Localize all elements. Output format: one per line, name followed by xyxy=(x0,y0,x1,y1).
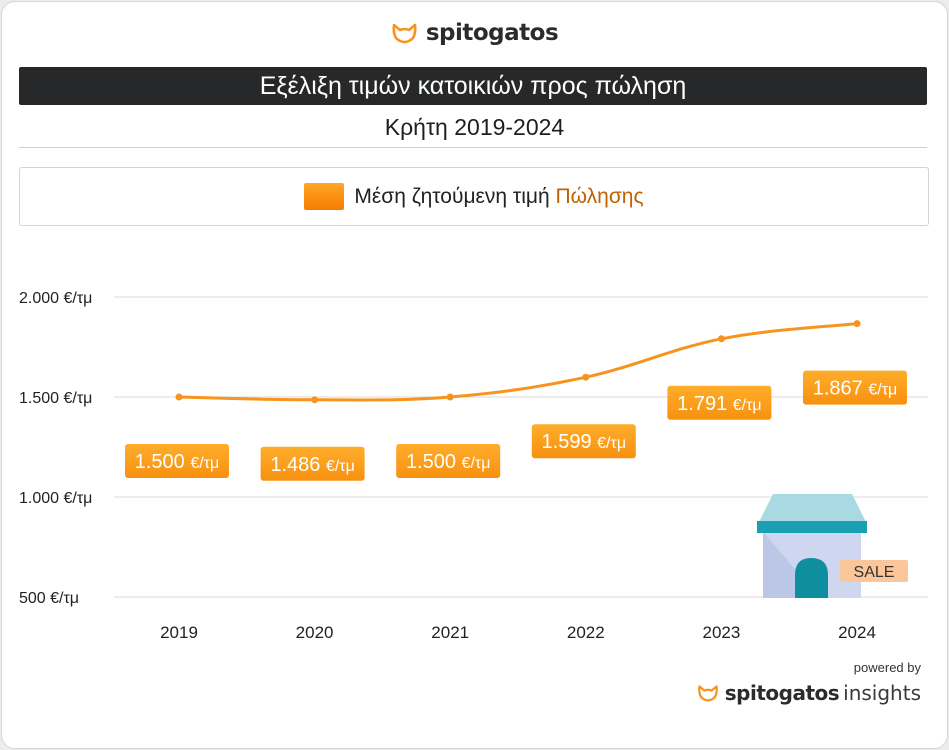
powered-by: powered by xyxy=(853,660,921,675)
house-eave xyxy=(757,521,867,533)
data-label-text: 1.486 €/τμ xyxy=(270,454,355,476)
data-point xyxy=(582,373,590,381)
data-label-text: 1.599 €/τμ xyxy=(542,431,627,453)
y-tick-label: 1.000 €/τμ xyxy=(19,490,92,507)
y-tick-label: 2.000 €/τμ xyxy=(19,290,92,307)
data-label-box xyxy=(396,444,501,478)
data-label-text: 1.500 €/τμ xyxy=(406,451,491,473)
data-label: 1.599 €/τμ xyxy=(531,424,636,459)
chart-subtitle: Κρήτη 2019-2024 xyxy=(384,114,565,140)
data-label: 1.500 €/τμ xyxy=(396,444,501,478)
divider xyxy=(19,147,927,148)
data-point xyxy=(717,335,725,343)
x-tick-label: 2020 xyxy=(296,623,334,642)
house-roof xyxy=(759,494,866,522)
data-label: 1.500 €/τμ xyxy=(125,444,229,478)
house-door xyxy=(795,558,828,598)
data-point xyxy=(311,396,319,404)
footer-insights: insights xyxy=(843,681,921,705)
data-label-box xyxy=(803,370,907,405)
footer-logo: spitogatos insights xyxy=(697,681,921,705)
data-label-box xyxy=(667,385,772,420)
sale-badge-text: SALE xyxy=(854,564,895,581)
x-tick-label: 2024 xyxy=(838,623,876,642)
cat-logo-icon xyxy=(392,23,417,44)
legend-label-highlight: Πώλησης xyxy=(555,184,644,208)
x-tick-label: 2023 xyxy=(702,623,740,642)
brand-logo: spitogatos xyxy=(0,20,949,46)
footer-brand: spitogatos xyxy=(724,681,840,705)
data-label-text: 1.500 €/τμ xyxy=(135,451,220,473)
data-point xyxy=(853,320,861,328)
data-label-box xyxy=(260,446,365,481)
legend-label: Μέση ζητούμενη τιμή Πώλησης xyxy=(354,185,643,209)
data-label-box xyxy=(125,444,229,478)
house-sale-illustration: SALE xyxy=(757,494,908,598)
legend: Μέση ζητούμενη τιμή Πώλησης xyxy=(19,167,929,226)
x-tick-label: 2019 xyxy=(160,623,198,642)
data-label: 1.486 €/τμ xyxy=(260,446,365,481)
x-tick-label: 2021 xyxy=(431,623,469,642)
cat-logo-icon xyxy=(697,685,718,702)
series-line xyxy=(178,322,858,402)
data-point xyxy=(446,393,454,401)
brand-name: spitogatos xyxy=(425,20,559,46)
footer: powered by spitogatos insights xyxy=(697,660,921,705)
chart-title: Εξέλιξη τιμών κατοικιών προς πώληση xyxy=(19,67,927,105)
legend-swatch xyxy=(304,183,345,210)
y-tick-label: 500 €/τμ xyxy=(19,590,79,607)
data-label: 1.867 €/τμ xyxy=(803,370,907,405)
data-label-text: 1.867 €/τμ xyxy=(813,378,898,400)
y-tick-label: 1.500 €/τμ xyxy=(19,390,92,407)
data-point xyxy=(175,393,183,401)
data-label: 1.791 €/τμ xyxy=(667,385,772,420)
data-label-box xyxy=(531,424,636,459)
x-tick-label: 2022 xyxy=(567,623,605,642)
data-label-text: 1.791 €/τμ xyxy=(677,393,762,415)
sale-badge xyxy=(840,560,908,582)
legend-label-main: Μέση ζητούμενη τιμή xyxy=(354,184,556,208)
